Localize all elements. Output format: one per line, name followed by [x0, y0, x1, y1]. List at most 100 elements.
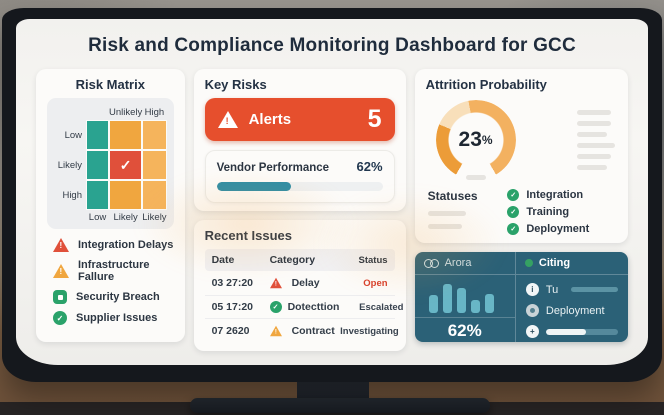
vendor-performance-row: Vendor Performance 62%: [217, 159, 383, 174]
matrix-corner: [54, 105, 86, 120]
bar: [442, 283, 452, 313]
bar: [456, 288, 466, 313]
issue-date: 03 27:20: [211, 277, 254, 289]
matrix-cell-selected: ✓: [109, 150, 143, 180]
stop-square-icon: [53, 290, 67, 304]
issue-category-label: Delay: [291, 277, 320, 289]
metrics-header: Arora Citing: [414, 252, 628, 275]
matrix-cell: [109, 180, 143, 210]
column-middle: Key Risks ! Alerts 5 Vendor Performance …: [193, 69, 406, 351]
gauge-unit: %: [481, 133, 493, 147]
placeholder-line: [427, 224, 462, 229]
green-dot-icon: [524, 259, 533, 267]
issue-status: Investigating: [340, 325, 399, 337]
statuses-label-block: Statuses: [427, 189, 508, 235]
key-risks-panel: Key Risks ! Alerts 5 Vendor Performance …: [193, 69, 406, 211]
issue-category: ! Contract: [269, 324, 335, 338]
vendor-progress-fill: [216, 182, 292, 191]
gauge-area: 23 %: [426, 98, 617, 180]
matrix-cell: [109, 120, 143, 150]
recent-issues-table: Date Category Status 03 27:20 ! Delay: [204, 249, 403, 343]
check-circle-icon: ✓: [507, 223, 520, 235]
matrix-row-label: High: [62, 189, 82, 201]
status-item: ✓ Training: [507, 206, 615, 218]
dashboard-screen: Risk and Compliance Monitoring Dashboard…: [16, 19, 648, 365]
slider-fill: [545, 328, 586, 335]
issue-date: 05 17:20: [211, 301, 254, 313]
metric-row-label: Tu: [545, 283, 559, 296]
warning-triangle-white-icon: !: [217, 111, 238, 128]
issue-category-label: Dotecttion: [287, 301, 340, 313]
attrition-title: Attrition Probability: [425, 77, 547, 92]
table-row[interactable]: 03 27:20 ! Delay Open: [204, 271, 395, 296]
bar: [484, 293, 494, 313]
vendor-performance-label: Vendor Performance: [216, 162, 330, 174]
citing-label: Citing: [538, 257, 571, 269]
metrics-panel: Arora Citing: [414, 252, 628, 342]
vendor-performance-value: 62%: [356, 159, 383, 174]
placeholder-line: [577, 110, 611, 115]
status-item: ✓ Integration: [507, 189, 615, 201]
metrics-chart-block: 62%: [414, 275, 515, 342]
statuses-list: ✓ Integration ✓ Training ✓: [507, 189, 615, 235]
warning-triangle-red-icon: !: [53, 238, 69, 252]
legend-label: Integration Delays: [78, 239, 174, 251]
alerts-label: Alerts: [248, 111, 292, 128]
column-header-status: Status: [358, 254, 388, 266]
legend-item: ✓ Supplier Issues: [53, 311, 174, 325]
placeholder-lines: [577, 110, 615, 170]
monitor-bezel: Risk and Compliance Monitoring Dashboard…: [2, 8, 662, 382]
risk-matrix: Unlikely High Low Likely ✓: [47, 98, 174, 229]
page-title: Risk and Compliance Monitoring Dashboard…: [88, 35, 576, 56]
matrix-cell: [142, 120, 167, 150]
risk-matrix-panel: Risk Matrix Unlikely High Low: [36, 69, 185, 342]
attrition-gauge: 23 %: [435, 100, 516, 180]
column-header-category: Category: [269, 254, 316, 266]
statuses-label: Statuses: [427, 189, 478, 203]
warning-triangle-orange-icon: !: [269, 325, 282, 337]
check-circle-icon: ✓: [269, 301, 282, 313]
status-item-label: Integration: [526, 189, 584, 201]
key-risks-title: Key Risks: [204, 77, 267, 92]
warning-triangle-red-icon: !: [269, 277, 282, 289]
column-left: Risk Matrix Unlikely High Low: [36, 69, 185, 342]
check-circle-icon: ✓: [53, 311, 67, 325]
issue-category: ✓ Dotecttion: [269, 301, 340, 313]
bar: [470, 299, 480, 313]
target-icon: [525, 304, 539, 317]
recent-issues-title: Recent Issues: [204, 228, 292, 243]
user-cell: Arora: [415, 252, 515, 274]
legend-label: Supplier Issues: [76, 312, 158, 324]
metric-row: Deployment: [525, 304, 618, 317]
risk-legend: ! Integration Delays ! Infrastructure Fa…: [47, 238, 174, 325]
slider[interactable]: [545, 328, 618, 335]
matrix-cell: [142, 180, 167, 210]
check-circle-icon: ✓: [507, 189, 520, 201]
dashboard-grid: Risk Matrix Unlikely High Low: [36, 69, 628, 351]
dashboard: Risk and Compliance Monitoring Dashboard…: [16, 19, 648, 351]
circles-icon: [423, 258, 439, 268]
alerts-banner[interactable]: ! Alerts 5: [204, 98, 395, 141]
monitor-stand-base: [190, 398, 490, 413]
placeholder-line: [577, 121, 611, 126]
check-icon: ✓: [119, 156, 132, 173]
matrix-cell: [86, 180, 109, 210]
matrix-top-label: Unlikely: [109, 107, 143, 118]
bar: [428, 295, 438, 313]
column-header-date: Date: [211, 254, 235, 266]
status-item-label: Training: [526, 206, 570, 218]
legend-label: Security Breach: [76, 291, 160, 303]
matrix-bottom-label: Likely: [113, 212, 138, 223]
matrix-cell: [86, 150, 109, 180]
warning-triangle-orange-icon: !: [53, 264, 69, 278]
metrics-detail-block: i Tu Deployment +: [514, 275, 628, 342]
issue-status: Escalated: [359, 301, 404, 313]
column-right: Attrition Probability 23 %: [414, 69, 628, 342]
status-item: ✓ Deployment: [507, 223, 615, 235]
gauge-value: 23 %: [436, 100, 516, 180]
legend-item: ! Integration Delays: [53, 238, 174, 252]
statuses-section: Statuses ✓ Integration: [426, 189, 617, 235]
table-row[interactable]: 07 2620 ! Contract Investigating: [205, 319, 399, 343]
metric-row: +: [525, 325, 618, 338]
table-row[interactable]: 05 17:20 ✓ Dotecttion Escalated: [204, 296, 403, 319]
